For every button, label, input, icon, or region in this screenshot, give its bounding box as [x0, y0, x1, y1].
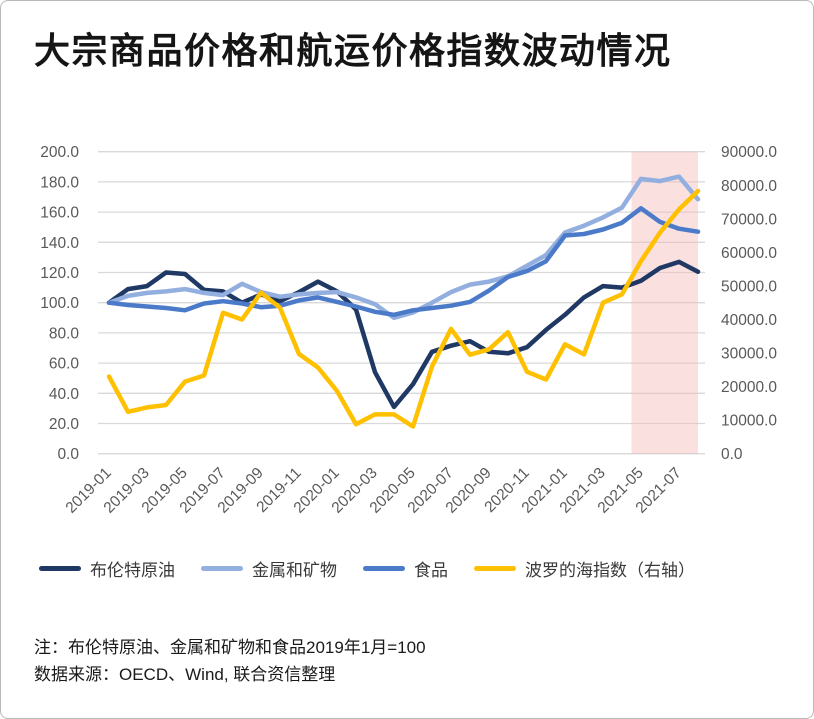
left-axis-tick-label: 80.0 [49, 325, 80, 342]
series-line-食品 [106, 206, 701, 318]
legend-item-波罗的海指数（右轴）: 波罗的海指数（右轴） [474, 556, 695, 581]
legend-label: 波罗的海指数（右轴） [525, 560, 695, 580]
right-axis-tick-label: 60000.0 [721, 245, 777, 262]
left-axis-tick-label: 100.0 [40, 295, 79, 312]
left-axis-tick-label: 200.0 [40, 144, 79, 161]
right-axis-tick-label: 90000.0 [721, 144, 777, 161]
series-line-金属和矿物 [106, 174, 701, 321]
legend-label: 食品 [414, 560, 448, 580]
legend-line-swatch [474, 565, 516, 571]
right-axis-tick-label: 40000.0 [721, 312, 777, 329]
legend-label: 布伦特原油 [90, 560, 175, 580]
right-axis-tick-label: 80000.0 [721, 178, 777, 195]
legend-item-布伦特原油: 布伦特原油 [39, 556, 175, 581]
left-axis-tick-label: 20.0 [49, 416, 80, 433]
legend-line-swatch [363, 565, 405, 571]
right-axis-tick-label: 10000.0 [721, 413, 777, 430]
series-line-布伦特原油 [106, 259, 701, 410]
right-axis-tick-label: 50000.0 [721, 278, 777, 295]
right-axis-tick-label: 0.0 [721, 446, 743, 463]
highlight-band-2021 [631, 151, 698, 454]
chart-title: 大宗商品价格和航运价格指数波动情况 [34, 30, 672, 71]
left-axis-tick-label: 180.0 [40, 174, 79, 191]
left-axis-tick-label: 60.0 [49, 356, 80, 373]
right-axis-tick-label: 20000.0 [721, 379, 777, 396]
right-axis-tick-label: 70000.0 [721, 211, 777, 228]
note-index-base: 注：布伦特原油、金属和矿物和食品2019年1月=100 [34, 638, 426, 657]
left-axis-tick-label: 120.0 [40, 265, 79, 282]
note-data-source: 数据来源：OECD、Wind, 联合资信整理 [34, 665, 336, 684]
chart-legend: 布伦特原油 金属和矿物 食品 波罗的海指数（右轴） [39, 552, 695, 584]
legend-line-swatch [201, 565, 243, 571]
series-line-波罗的海指数（右轴） [106, 188, 701, 429]
left-axis-tick-label: 40.0 [49, 386, 80, 403]
right-axis-tick-label: 30000.0 [721, 346, 777, 363]
legend-item-食品: 食品 [363, 556, 448, 581]
left-axis-tick-label: 160.0 [40, 205, 79, 222]
legend-item-金属和矿物: 金属和矿物 [201, 556, 337, 581]
chart-notes: 注：布伦特原油、金属和矿物和食品2019年1月=100 数据来源：OECD、Wi… [34, 634, 774, 688]
legend-label: 金属和矿物 [252, 560, 337, 580]
left-axis-tick-label: 0.0 [57, 446, 79, 463]
left-axis-tick-label: 140.0 [40, 235, 79, 252]
legend-line-swatch [39, 565, 81, 571]
